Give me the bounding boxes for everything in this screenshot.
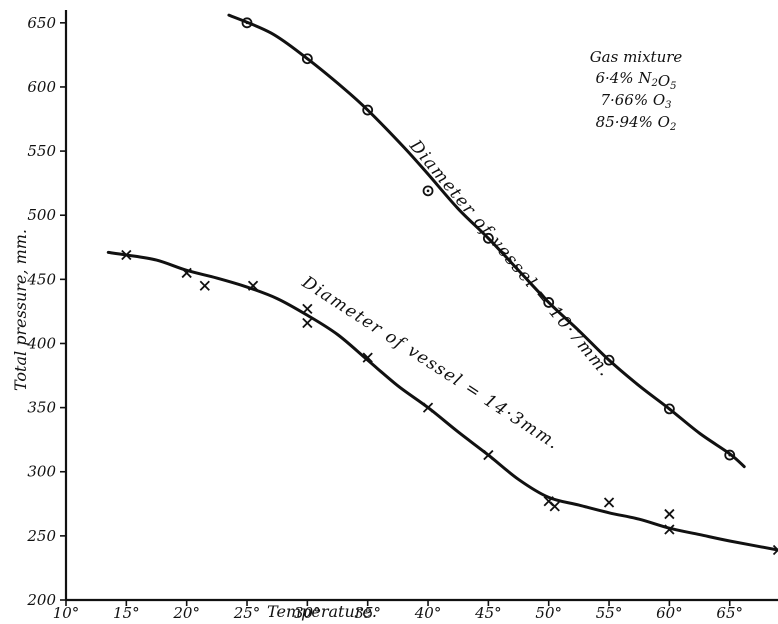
y-tick-label: 650 [27,14,56,32]
x-tick-label: 40° [414,604,442,622]
data-point-14-3mm [302,317,313,329]
point-dot [306,57,309,61]
point-ring [663,403,675,415]
point-ring [603,354,615,366]
point-ring [422,185,434,197]
point-dot [245,21,249,25]
data-point-14-3mm [664,508,675,520]
point-dot [366,108,369,112]
x-tick-label: 15° [113,604,140,622]
point-cross-b [302,303,313,314]
data-point-14-3mm [121,249,132,261]
x-tick-label: 45° [474,604,502,622]
data-point-14-3mm [549,501,560,512]
point-cross-b [549,501,560,512]
annotation-title: Gas mixture [590,48,683,66]
data-point-14-3mm [302,303,313,314]
x-tick-label: 30° [294,604,321,622]
point-cross-b [664,524,675,535]
y-tick-label: 200 [26,591,56,609]
point-ring [362,104,374,116]
markers [121,17,778,556]
y-tick-label: 500 [27,206,56,224]
curve-label-10-7mm: Diameter of vessel = 10·7mm. [405,136,616,382]
point-cross-b [121,249,132,261]
y-tick-label: 400 [26,334,56,352]
y-tick-label: 250 [26,527,56,545]
point-cross-b [483,449,494,461]
point-cross-b [247,280,259,291]
point-cross-b [422,402,434,413]
point-cross-b [772,548,778,556]
point-dot [668,407,671,411]
data-point-14-3mm [199,280,210,291]
ticks: 200 250 300 350 400 450 500 550 600 650 10° 15° 20° 2… [26,14,743,622]
point-cross-b [664,508,675,520]
point-ring [301,53,313,65]
data-point-14-3mm [422,402,434,413]
point-cross-a [772,544,778,552]
series-line-10-7mm [227,13,746,469]
axes [64,10,778,602]
data-point-14-3mm [181,267,192,279]
x-tick-label: 35° [354,604,381,622]
x-tick-label: 65° [716,604,743,622]
point-dot [607,358,611,362]
point-ring [241,17,253,29]
y-tick-label: 300 [27,463,56,481]
point-cross-b [362,352,373,363]
point-dot [487,237,490,240]
annotation-line: 6·4% N2O5 [595,69,676,92]
data-point-10-7mm [301,53,313,65]
point-dot [426,189,430,193]
y-tick-label: 600 [27,78,56,96]
data-point-10-7mm [724,449,736,461]
series-line-14-3mm [106,250,778,552]
point-ring [724,449,736,461]
point-cross-b [181,267,192,279]
data-point-14-3mm [664,524,675,535]
point-cross-b [199,280,210,291]
point-cross-b [302,317,313,329]
point-cross-b [543,496,554,507]
data-point-10-7mm [603,354,615,366]
point-dot [728,453,732,457]
x-tick-label: 25° [233,604,261,622]
point-cross-b [603,497,615,508]
data-point-10-7mm [422,185,434,197]
annotation-line: 7·66% O3 [600,91,671,111]
x-tick-label: 55° [596,604,623,622]
data-point-14-3mm [362,352,373,363]
y-tick-label: 450 [26,270,56,288]
x-axis-title: Temperature. [267,602,377,621]
data-point-10-7mm [362,104,374,116]
data-point-10-7mm [663,403,675,415]
data-point-14-3mm [603,497,615,508]
y-tick-label: 550 [27,142,56,160]
data-point-14-3mm [772,544,778,556]
x-tick-label: 10° [53,604,80,622]
data-point-10-7mm [241,17,253,29]
annotation-line: 85·94% O2 [596,113,677,133]
x-tick-label: 50° [535,604,562,622]
x-tick-label: 20° [172,604,200,622]
point-ring [543,297,555,308]
point-ring [482,232,494,244]
curve-label-14-3mm: Diameter of vessel = 14·3mm. [297,272,563,454]
data-point-10-7mm [482,232,494,244]
x-tick-label: 60° [656,604,683,622]
point-dot [547,301,551,304]
data-point-10-7mm [543,297,555,308]
y-tick-label: 350 [27,399,56,417]
data-point-14-3mm [483,449,494,461]
y-axis-title: Total pressure, mm. [11,229,30,391]
data-point-14-3mm [247,280,259,291]
